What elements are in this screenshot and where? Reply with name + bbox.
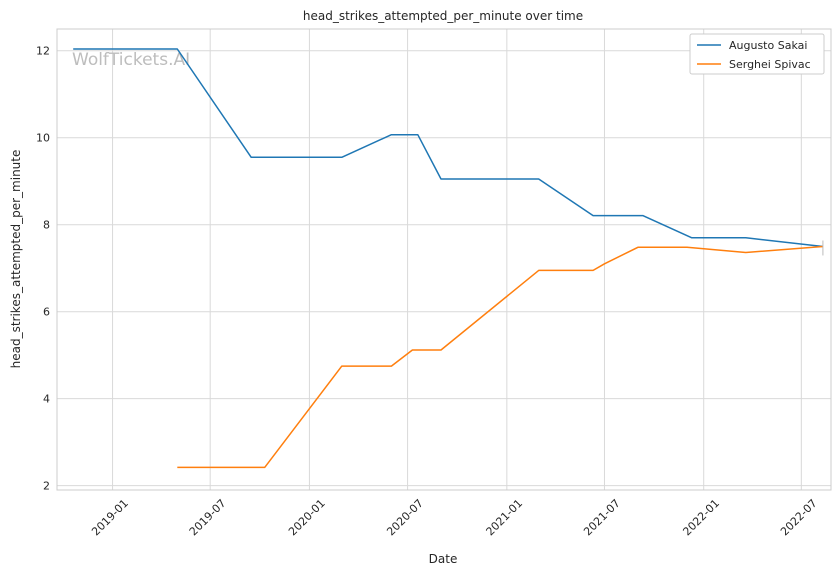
x-tick-label: 2021-07 xyxy=(581,497,623,539)
x-tick-label: 2020-01 xyxy=(286,497,328,539)
x-tick-labels: 2019-01 2019-07 2020-01 2020-07 2021-01 2021-… xyxy=(89,497,819,539)
y-tick-label: 6 xyxy=(43,306,50,319)
legend-label: Augusto Sakai xyxy=(729,39,807,52)
y-axis-title: head_strikes_attempted_per_minute xyxy=(9,150,23,369)
x-tick-label: 2019-01 xyxy=(89,497,131,539)
watermark: WolfTickets.AI xyxy=(72,50,190,70)
y-tick-labels: 2 4 6 8 10 12 xyxy=(36,45,50,493)
x-tick-label: 2020-07 xyxy=(384,497,426,539)
series-layer xyxy=(73,48,824,469)
x-tick-label: 2019-07 xyxy=(187,497,229,539)
y-tick-label: 8 xyxy=(43,219,50,232)
chart-title: head_strikes_attempted_per_minute over t… xyxy=(303,9,583,23)
x-tick-label: 2021-01 xyxy=(484,497,526,539)
y-tick-label: 10 xyxy=(36,132,50,145)
y-tick-label: 2 xyxy=(43,480,50,493)
x-tick-label: 2022-01 xyxy=(680,497,722,539)
series-line-1 xyxy=(177,245,823,469)
legend-label: Serghei Spivac xyxy=(729,58,811,71)
legend-frame xyxy=(689,33,825,75)
series-line-0 xyxy=(73,48,823,248)
x-tick-label: 2022-07 xyxy=(778,497,820,539)
plot-area xyxy=(56,28,832,491)
y-tick-label: 12 xyxy=(36,45,50,58)
x-axis-title: Date xyxy=(429,552,458,566)
y-tick-label: 4 xyxy=(43,393,50,406)
grid xyxy=(57,29,831,490)
legend: Augusto Sakai Serghei Spivac xyxy=(689,33,825,75)
